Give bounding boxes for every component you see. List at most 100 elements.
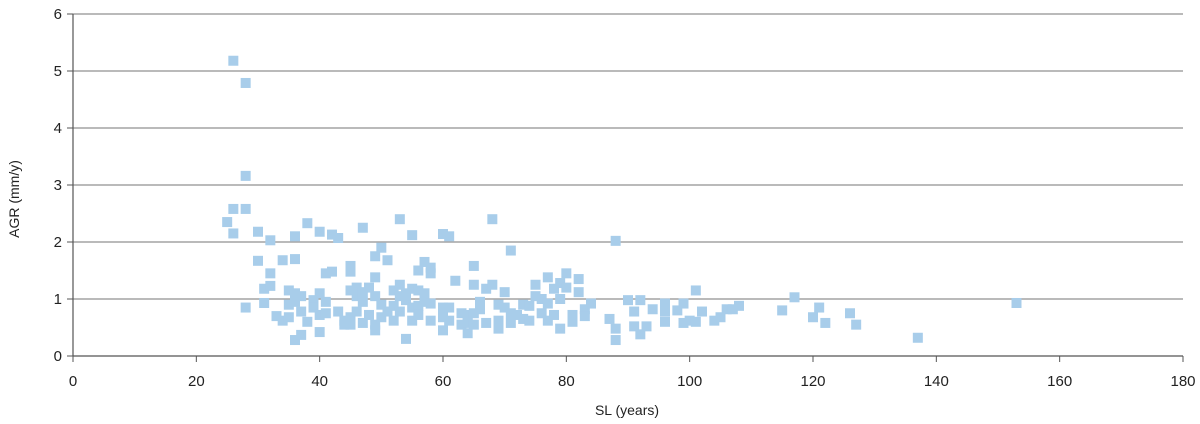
data-point: [789, 292, 800, 303]
data-point: [468, 308, 479, 319]
data-point: [715, 312, 726, 323]
x-tick-label: 60: [435, 373, 452, 390]
data-point: [407, 283, 418, 294]
data-point: [296, 306, 307, 317]
data-point: [912, 332, 923, 343]
data-point: [450, 275, 461, 286]
data-point: [512, 309, 522, 320]
data-point: [579, 311, 590, 322]
data-point: [530, 291, 541, 302]
data-point: [394, 291, 405, 302]
data-point: [277, 315, 288, 326]
data-point: [487, 214, 498, 225]
data-point: [401, 295, 411, 306]
data-point: [314, 288, 325, 299]
data-point: [820, 317, 831, 328]
data-point: [542, 272, 553, 283]
data-point: [333, 306, 344, 317]
data-point: [419, 288, 430, 299]
data-point: [339, 315, 350, 326]
data-point: [345, 266, 356, 277]
data-point: [425, 315, 436, 326]
data-point: [357, 222, 368, 233]
data-point: [394, 214, 405, 225]
data-point: [271, 311, 282, 322]
x-tick-label: 160: [1047, 373, 1072, 390]
data-point: [561, 282, 572, 293]
data-point: [623, 295, 633, 306]
x-tick-label: 40: [311, 373, 328, 390]
data-point: [370, 272, 381, 283]
data-point: [629, 321, 640, 332]
data-point: [370, 291, 381, 302]
data-point: [394, 279, 405, 290]
data-point: [456, 319, 467, 330]
axes: [67, 13, 1184, 362]
data-point: [370, 319, 381, 330]
data-point: [468, 279, 479, 290]
x-tick-label: 0: [69, 373, 77, 390]
data-point: [561, 268, 572, 279]
data-point: [370, 251, 381, 262]
data-point: [320, 268, 331, 279]
y-tick-label: 1: [54, 291, 62, 308]
data-point: [259, 297, 270, 308]
data-point: [302, 316, 313, 327]
data-point: [253, 226, 263, 237]
x-tick-label: 20: [188, 373, 205, 390]
data-point: [327, 229, 337, 240]
data-point: [228, 55, 239, 66]
data-point: [364, 282, 374, 293]
data-point: [370, 325, 381, 336]
data-point: [555, 278, 566, 289]
data-point: [647, 304, 658, 315]
data-point: [283, 312, 294, 323]
x-axis-label: SL (years): [595, 402, 659, 418]
data-point: [388, 285, 399, 296]
data-point: [555, 294, 566, 304]
data-point: [851, 319, 862, 330]
data-point: [808, 312, 818, 323]
data-point: [345, 312, 356, 323]
data-point: [462, 309, 473, 320]
data-point: [345, 260, 356, 271]
data-point: [259, 283, 270, 294]
data-point: [610, 335, 621, 346]
data-point: [351, 306, 362, 317]
y-tick-label: 6: [54, 6, 62, 23]
data-point: [499, 302, 510, 313]
data-point: [493, 315, 504, 326]
data-point: [376, 312, 387, 323]
data-point: [376, 242, 387, 253]
data-point: [660, 316, 670, 327]
data-point: [1011, 297, 1022, 308]
data-point: [308, 302, 319, 313]
data-point: [493, 299, 504, 310]
data-point: [567, 309, 578, 320]
data-point: [351, 282, 362, 293]
data-point: [382, 306, 393, 317]
data-point: [530, 279, 541, 290]
data-point: [425, 268, 436, 279]
x-tick-label: 100: [677, 373, 702, 390]
data-point: [678, 317, 689, 328]
data-point: [475, 304, 485, 315]
data-point: [407, 230, 418, 241]
data-point: [555, 323, 566, 334]
data-point: [660, 298, 670, 309]
data-point: [721, 304, 732, 315]
data-point: [641, 321, 652, 332]
data-point: [629, 306, 640, 317]
data-point: [635, 329, 646, 340]
data-point: [419, 256, 430, 267]
data-point: [610, 235, 621, 246]
data-point: [845, 308, 855, 319]
data-point: [549, 283, 559, 294]
data-point: [265, 268, 276, 279]
y-tick-label: 0: [54, 348, 62, 365]
x-tick-label: 120: [800, 373, 825, 390]
data-point: [401, 333, 411, 344]
y-tick-label: 5: [54, 63, 62, 80]
data-point: [709, 315, 720, 326]
data-point: [314, 327, 325, 338]
